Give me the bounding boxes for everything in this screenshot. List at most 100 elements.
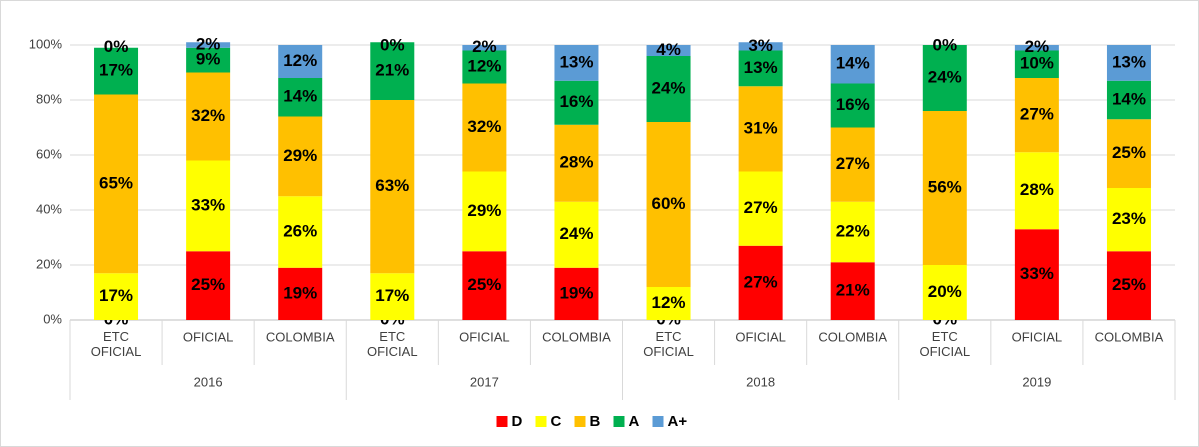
value-label: 27% xyxy=(1020,105,1054,124)
legend-swatch xyxy=(535,416,547,427)
value-label: 23% xyxy=(1112,209,1146,228)
value-label: 20% xyxy=(928,282,962,301)
value-label: 17% xyxy=(99,61,133,80)
x-tick-label: ETC OFICIAL xyxy=(643,329,694,359)
bar-segment xyxy=(922,265,967,320)
value-label: 13% xyxy=(559,52,593,71)
bar-segment xyxy=(1106,251,1151,320)
value-label: 27% xyxy=(836,154,870,173)
group-label: 2017 xyxy=(470,374,499,389)
x-tick-label-line: ETC xyxy=(656,329,682,344)
bar-segment xyxy=(1106,119,1151,188)
bar-segment xyxy=(830,262,875,320)
value-label: 12% xyxy=(652,293,686,312)
x-tick-label-line: ETC xyxy=(103,329,129,344)
bar-segment xyxy=(1014,78,1059,153)
value-label: 13% xyxy=(1112,52,1146,71)
value-label: 24% xyxy=(928,67,962,86)
y-tick-label: 0% xyxy=(43,311,62,326)
value-label: 16% xyxy=(559,92,593,111)
value-label: 10% xyxy=(1020,54,1054,73)
value-label: 60% xyxy=(652,194,686,213)
value-label: 0% xyxy=(380,35,405,54)
value-label: 25% xyxy=(1112,275,1146,294)
bar-segment xyxy=(1014,152,1059,230)
value-label: 16% xyxy=(836,95,870,114)
bar-segment xyxy=(94,47,139,95)
x-tick-label-line: ETC xyxy=(379,329,405,344)
value-label: 12% xyxy=(283,51,317,70)
bar-segment xyxy=(830,83,875,128)
value-label: 2% xyxy=(472,37,497,56)
bar-segment xyxy=(186,160,231,252)
bar-segment xyxy=(278,267,323,320)
bar-segment xyxy=(278,78,323,117)
bar-segment xyxy=(1106,188,1151,252)
value-label: 3% xyxy=(748,36,773,55)
legend-swatch xyxy=(613,416,625,427)
bar-segment xyxy=(1106,80,1151,120)
value-label: 0% xyxy=(933,35,958,54)
bar-segment xyxy=(94,94,139,274)
x-tick-label: COLOMBIA xyxy=(542,329,611,344)
y-tick-label: 20% xyxy=(36,256,62,271)
bar-segment xyxy=(186,42,231,48)
value-label: 29% xyxy=(283,146,317,165)
bar-segment xyxy=(278,45,323,78)
x-tick-label-line: ETC xyxy=(932,329,958,344)
bar-segment xyxy=(554,267,599,320)
x-tick-label-line: OFICIAL xyxy=(91,344,142,359)
value-label: 21% xyxy=(375,61,409,80)
bar-segment xyxy=(278,196,323,268)
value-label: 25% xyxy=(467,275,501,294)
x-tick-label: OFICIAL xyxy=(459,329,510,344)
x-tick-label: COLOMBIA xyxy=(1095,329,1164,344)
bar-segment xyxy=(370,273,415,320)
bar-segment xyxy=(1014,50,1059,78)
x-tick-label: ETC OFICIAL xyxy=(920,329,971,359)
value-label: 17% xyxy=(375,286,409,305)
bar-segment xyxy=(830,127,875,202)
bar-segment xyxy=(186,251,231,320)
bar-segment xyxy=(370,42,415,100)
legend-label: A xyxy=(629,413,640,430)
x-tick-label: OFICIAL xyxy=(183,329,234,344)
value-label: 19% xyxy=(559,283,593,302)
value-label: 56% xyxy=(928,177,962,196)
bar-segment xyxy=(830,201,875,263)
value-label: 28% xyxy=(1020,180,1054,199)
value-label: 13% xyxy=(744,58,778,77)
group-label: 2019 xyxy=(1022,374,1051,389)
y-tick-label: 100% xyxy=(29,36,63,51)
bar-segment xyxy=(94,273,139,320)
bar-segment xyxy=(646,56,691,122)
value-label: 31% xyxy=(744,118,778,137)
value-label: 27% xyxy=(744,272,778,291)
bar-segment xyxy=(738,42,783,51)
bar-segment xyxy=(462,45,507,51)
bar-segment xyxy=(554,124,599,202)
value-label: 33% xyxy=(1020,264,1054,283)
value-label: 19% xyxy=(283,283,317,302)
x-tick-label-line: OFICIAL xyxy=(920,344,971,359)
x-tick-label: COLOMBIA xyxy=(266,329,335,344)
legend-label: C xyxy=(551,413,562,430)
value-label: 33% xyxy=(191,195,225,214)
legend-swatch xyxy=(574,416,586,427)
bar-segment xyxy=(738,86,783,172)
bar-segment xyxy=(922,45,967,111)
bar-segment xyxy=(1106,45,1151,81)
bar-segment xyxy=(462,83,507,172)
y-tick-label: 80% xyxy=(36,91,62,106)
value-label: 24% xyxy=(559,224,593,243)
bar-segment xyxy=(554,201,599,268)
value-label: 2% xyxy=(1025,37,1050,56)
bar-segment xyxy=(462,251,507,320)
bar-segment xyxy=(186,72,231,161)
value-label: 25% xyxy=(1112,143,1146,162)
bar-segment xyxy=(646,122,691,287)
x-tick-label-line: OFICIAL xyxy=(367,344,418,359)
value-label: 22% xyxy=(836,221,870,240)
value-label: 14% xyxy=(1112,89,1146,108)
